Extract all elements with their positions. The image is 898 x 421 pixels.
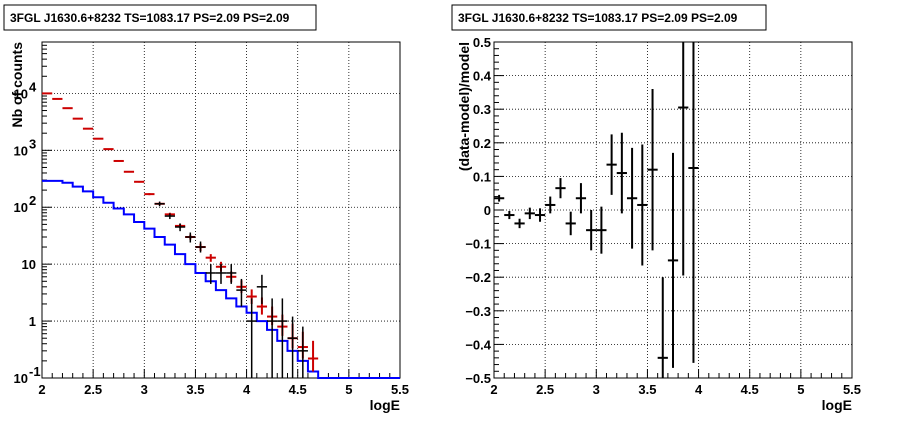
y-tick-label: 10 (14, 86, 28, 101)
chart-title: 3FGL J1630.6+8232 TS=1083.17 PS=2.09 PS=… (10, 11, 290, 25)
y-tick-exponent: -1 (29, 364, 41, 379)
y-tick-label: −0.3 (465, 304, 491, 319)
x-tick-label: 4 (695, 382, 703, 397)
y-tick-label: 0.4 (473, 69, 492, 84)
y-tick-label: 10 (14, 143, 28, 158)
x-tick-label: 5.5 (391, 382, 409, 397)
x-tick-label: 5.5 (843, 382, 861, 397)
y-tick-exponent: 3 (29, 136, 36, 151)
y-axis-label: Nb of counts (9, 42, 25, 128)
x-tick-label: 5 (797, 382, 804, 397)
x-axis-label: logE (370, 397, 400, 413)
y-tick-label: −0.5 (465, 371, 491, 386)
x-tick-label: 3.5 (638, 382, 656, 397)
y-tick-label: 0.3 (473, 102, 491, 117)
y-tick-exponent: 4 (29, 79, 37, 94)
y-tick-label: 1 (29, 314, 36, 329)
y-tick-label: −0.1 (465, 237, 491, 252)
x-tick-label: 2.5 (536, 382, 554, 397)
x-tick-label: 4 (243, 382, 251, 397)
y-tick-label: 0.1 (473, 169, 491, 184)
title-box (3, 4, 317, 31)
y-axis-label: (data-model)/model (456, 42, 472, 171)
y-tick-label: 0.2 (473, 136, 491, 151)
y-tick-label: 10 (14, 371, 28, 386)
y-tick-exponent: 2 (29, 193, 36, 208)
y-tick-label: −0.4 (465, 337, 491, 352)
chart-title: 3FGL J1630.6+8232 TS=1083.17 PS=2.09 PS=… (458, 11, 738, 25)
x-axis-label: logE (822, 397, 852, 413)
x-tick-label: 3 (593, 382, 600, 397)
residuals-panel: 2 2.5 3 3.5 4 4.5 5 5.5 −0.5 −0.4 −0.3 −0.2 −0.1 0 0.1… (451, 4, 861, 413)
x-tick-label: 2.5 (84, 382, 102, 397)
y-tick-label: 0 (484, 203, 491, 218)
plot-frame (41, 41, 401, 379)
y-tick-label: 0.5 (473, 35, 491, 50)
y-tick-label: 10 (22, 257, 36, 272)
x-tick-label: 2 (38, 382, 45, 397)
x-tick-label: 3 (141, 382, 148, 397)
x-tick-label: 3.5 (186, 382, 204, 397)
x-tick-label: 2 (490, 382, 497, 397)
x-tick-label: 4.5 (741, 382, 759, 397)
x-tick-label: 4.5 (289, 382, 307, 397)
x-tick-label: 5 (345, 382, 352, 397)
model-histogram-line (42, 179, 400, 379)
y-tick-label: 10 (14, 200, 28, 215)
y-tick-label: −0.2 (465, 270, 491, 285)
title-box (451, 4, 767, 31)
